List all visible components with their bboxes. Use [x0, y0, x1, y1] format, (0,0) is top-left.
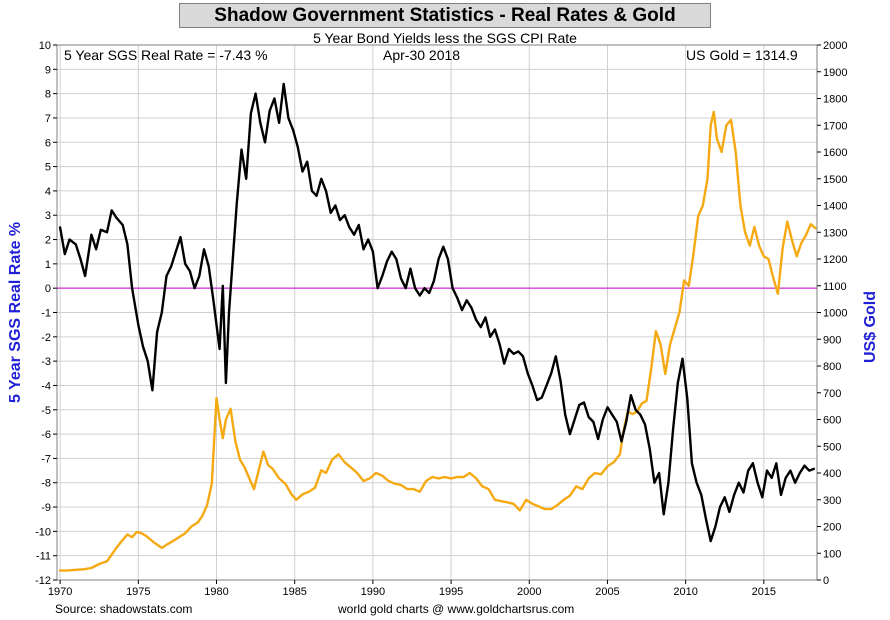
left-tick-label: -10 [35, 526, 51, 538]
right-tick-label: 0 [823, 575, 829, 587]
right-tick-label: 100 [823, 548, 841, 560]
x-tick-label: 2000 [517, 586, 541, 598]
left-tick-label: -11 [36, 551, 51, 563]
right-tick-label: 500 [823, 441, 841, 453]
left-tick-label: 0 [45, 283, 51, 295]
right-tick-label: 600 [823, 415, 841, 427]
left-tick-label: 10 [39, 40, 51, 52]
right-tick-label: 200 [823, 522, 841, 534]
x-axis-ticks: 1970 1975 1980 1985 1990 1995 2000 2005 2010 2015 [48, 580, 776, 598]
right-tick-label: 1900 [823, 67, 847, 79]
right-tick-label: 300 [823, 495, 841, 507]
x-tick-label: 2015 [752, 586, 776, 598]
left-tick-label: -12 [35, 575, 51, 587]
gold-price-readout: US Gold = 1314.9 [686, 47, 798, 63]
site-credit: world gold charts @ www.goldchartsrus.co… [338, 602, 575, 616]
right-tick-label: 2000 [823, 40, 847, 52]
right-tick-label: 1400 [823, 201, 847, 213]
left-tick-label: 9 [45, 64, 51, 76]
x-tick-label: 1970 [48, 586, 72, 598]
left-tick-label: -3 [41, 356, 51, 368]
x-tick-label: 1990 [361, 586, 385, 598]
date-readout: Apr-30 2018 [383, 47, 461, 63]
left-tick-label: 3 [45, 210, 51, 222]
real-rate-readout: 5 Year SGS Real Rate = -7.43 % [64, 47, 268, 63]
left-tick-label: 4 [45, 186, 51, 198]
series-layer [58, 82, 817, 572]
right-tick-label: 800 [823, 361, 841, 373]
right-tick-label: 1800 [823, 94, 847, 106]
right-tick-label: 1300 [823, 227, 847, 239]
left-tick-label: 7 [45, 113, 51, 125]
source-credit: Source: shadowstats.com [55, 602, 193, 616]
left-tick-label: 1 [45, 259, 51, 271]
left-tick-label: -5 [41, 405, 51, 417]
chart-subtitle: 5 Year Bond Yields less the SGS CPI Rate [313, 30, 577, 46]
left-axis-title: 5 Year SGS Real Rate % [7, 221, 24, 403]
right-axis-ticks: 0 100 200 300 400 500 600 700 800 900 1000 1100 1200… [817, 40, 847, 587]
right-axis-title: US$ Gold [862, 291, 879, 364]
right-tick-label: 1700 [823, 120, 847, 132]
right-tick-label: 1600 [823, 147, 847, 159]
x-tick-label: 2005 [595, 586, 619, 598]
x-tick-label: 1975 [126, 586, 150, 598]
right-tick-label: 1000 [823, 308, 847, 320]
chart-title: Shadow Government Statistics - Real Rate… [179, 3, 711, 28]
x-tick-label: 2010 [673, 586, 697, 598]
real-rate-series-line [58, 82, 816, 543]
left-tick-label: 2 [45, 235, 51, 247]
left-tick-label: 5 [45, 162, 51, 174]
left-tick-label: -7 [41, 453, 51, 465]
right-tick-label: 1200 [823, 254, 847, 266]
left-tick-label: 8 [45, 89, 51, 101]
x-tick-label: 1995 [439, 586, 463, 598]
left-tick-label: -1 [41, 308, 51, 320]
left-tick-label: -2 [41, 332, 51, 344]
left-tick-label: -4 [41, 380, 51, 392]
left-tick-label: 6 [45, 137, 51, 149]
right-tick-label: 400 [823, 468, 841, 480]
left-tick-label: -6 [41, 429, 51, 441]
gold-price-series-line [58, 110, 817, 572]
right-tick-label: 1100 [823, 281, 847, 293]
left-tick-label: -9 [41, 502, 51, 514]
right-tick-label: 700 [823, 388, 841, 400]
left-tick-label: -8 [41, 478, 51, 490]
x-tick-label: 1980 [204, 586, 228, 598]
right-tick-label: 1500 [823, 174, 847, 186]
x-tick-label: 1985 [282, 586, 306, 598]
right-tick-label: 900 [823, 334, 841, 346]
